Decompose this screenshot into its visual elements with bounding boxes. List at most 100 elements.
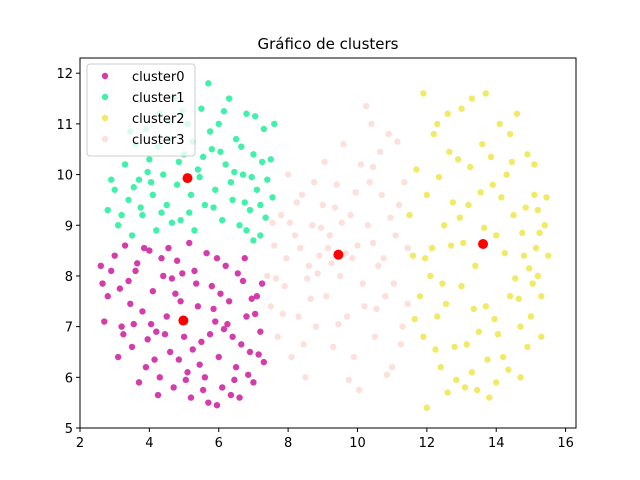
point-cluster0-2 xyxy=(111,252,118,259)
point-cluster3-67 xyxy=(283,255,290,262)
point-cluster2-22 xyxy=(482,303,490,310)
point-cluster2-46 xyxy=(434,120,441,128)
point-cluster3-50 xyxy=(390,280,398,287)
point-cluster2-0 xyxy=(406,211,413,219)
point-cluster2-86 xyxy=(515,295,522,302)
point-cluster3-64 xyxy=(366,178,373,186)
legend-marker-cluster0 xyxy=(101,72,109,80)
point-cluster2-77 xyxy=(421,255,429,262)
point-cluster2-13 xyxy=(451,343,458,351)
point-cluster2-72 xyxy=(498,194,505,201)
point-cluster2-7 xyxy=(430,130,437,138)
point-cluster0-66 xyxy=(189,346,196,353)
centroid-marker-3 xyxy=(478,239,489,250)
point-cluster2-27 xyxy=(499,353,507,361)
point-cluster2-44 xyxy=(423,404,431,411)
point-cluster3-22 xyxy=(340,140,347,148)
point-cluster0-59 xyxy=(108,267,115,275)
point-cluster0-86 xyxy=(99,280,106,287)
point-cluster2-38 xyxy=(538,333,545,340)
point-cluster1-58 xyxy=(206,128,214,135)
point-cluster3-76 xyxy=(387,214,394,221)
point-cluster2-69 xyxy=(467,163,474,171)
point-cluster3-28 xyxy=(361,303,368,310)
point-cluster3-32 xyxy=(375,262,382,270)
point-cluster1-25 xyxy=(198,105,205,112)
point-cluster0-50 xyxy=(182,376,189,384)
point-cluster2-87 xyxy=(525,265,533,272)
point-cluster1-36 xyxy=(236,222,243,229)
y-tick-label-8: 8 xyxy=(65,270,73,285)
point-cluster2-71 xyxy=(487,153,495,161)
legend-label-cluster3: cluster3 xyxy=(132,133,184,148)
point-cluster1-44 xyxy=(264,176,271,183)
point-cluster0-0 xyxy=(97,262,105,270)
point-cluster0-79 xyxy=(196,361,203,368)
point-cluster2-23 xyxy=(486,394,493,401)
point-cluster1-11 xyxy=(149,191,157,199)
point-cluster3-39 xyxy=(399,323,406,330)
point-cluster1-78 xyxy=(262,214,269,221)
point-cluster2-34 xyxy=(524,151,531,158)
plot-frame xyxy=(79,57,577,429)
point-cluster0-10 xyxy=(149,287,157,295)
point-cluster3-66 xyxy=(293,199,300,206)
centroid-marker-2 xyxy=(333,249,344,260)
chart-title: Gráfico de clusters xyxy=(258,35,399,53)
legend-label-cluster2: cluster2 xyxy=(132,112,184,127)
point-cluster3-5 xyxy=(281,282,288,290)
point-cluster2-19 xyxy=(472,262,479,270)
point-cluster3-33 xyxy=(378,191,385,199)
point-cluster3-52 xyxy=(321,158,328,166)
point-cluster2-53 xyxy=(517,323,524,330)
point-cluster1-51 xyxy=(130,184,137,191)
point-cluster2-81 xyxy=(463,341,470,348)
point-cluster0-83 xyxy=(238,341,245,348)
point-cluster3-23 xyxy=(343,313,351,320)
point-cluster3-61 xyxy=(310,178,318,186)
point-cluster0-28 xyxy=(212,318,219,325)
point-cluster3-35 xyxy=(385,130,392,138)
point-cluster1-47 xyxy=(257,201,264,209)
point-cluster1-24 xyxy=(194,166,202,173)
point-cluster2-65 xyxy=(532,244,540,252)
point-cluster3-2 xyxy=(271,242,278,249)
point-cluster0-51 xyxy=(193,280,200,287)
x-tick-label-12: 12 xyxy=(419,436,436,451)
point-cluster2-76 xyxy=(411,315,418,323)
point-cluster1-68 xyxy=(158,209,165,216)
x-tick-label-10: 10 xyxy=(349,436,366,451)
point-cluster2-41 xyxy=(538,293,545,300)
point-cluster0-65 xyxy=(175,356,183,363)
point-cluster3-9 xyxy=(295,313,302,320)
point-cluster2-32 xyxy=(517,374,524,381)
legend-box xyxy=(86,63,196,157)
point-cluster0-31 xyxy=(222,262,229,270)
x-tick-label-4: 4 xyxy=(145,436,153,451)
point-cluster0-21 xyxy=(187,394,195,401)
point-cluster1-41 xyxy=(253,186,261,193)
point-cluster0-20 xyxy=(184,369,191,376)
point-cluster0-74 xyxy=(134,260,141,267)
point-cluster2-20 xyxy=(475,328,483,335)
point-cluster2-30 xyxy=(510,211,517,219)
y-tick-label-10: 10 xyxy=(56,169,73,184)
point-cluster3-65 xyxy=(352,189,359,196)
point-cluster0-72 xyxy=(251,310,259,318)
point-cluster0-36 xyxy=(239,277,247,285)
point-cluster1-22 xyxy=(187,191,195,199)
point-cluster0-5 xyxy=(128,343,136,351)
point-cluster0-89 xyxy=(213,255,221,262)
point-cluster2-74 xyxy=(519,229,526,237)
point-cluster1-1 xyxy=(111,186,118,193)
point-cluster3-17 xyxy=(323,293,330,300)
point-cluster3-44 xyxy=(328,260,335,267)
point-cluster3-48 xyxy=(369,239,377,247)
point-cluster1-33 xyxy=(225,95,233,102)
point-cluster0-29 xyxy=(215,353,222,361)
point-cluster0-25 xyxy=(201,374,209,381)
point-cluster3-74 xyxy=(331,204,339,211)
point-cluster1-38 xyxy=(243,110,250,117)
point-cluster3-6 xyxy=(284,171,292,178)
